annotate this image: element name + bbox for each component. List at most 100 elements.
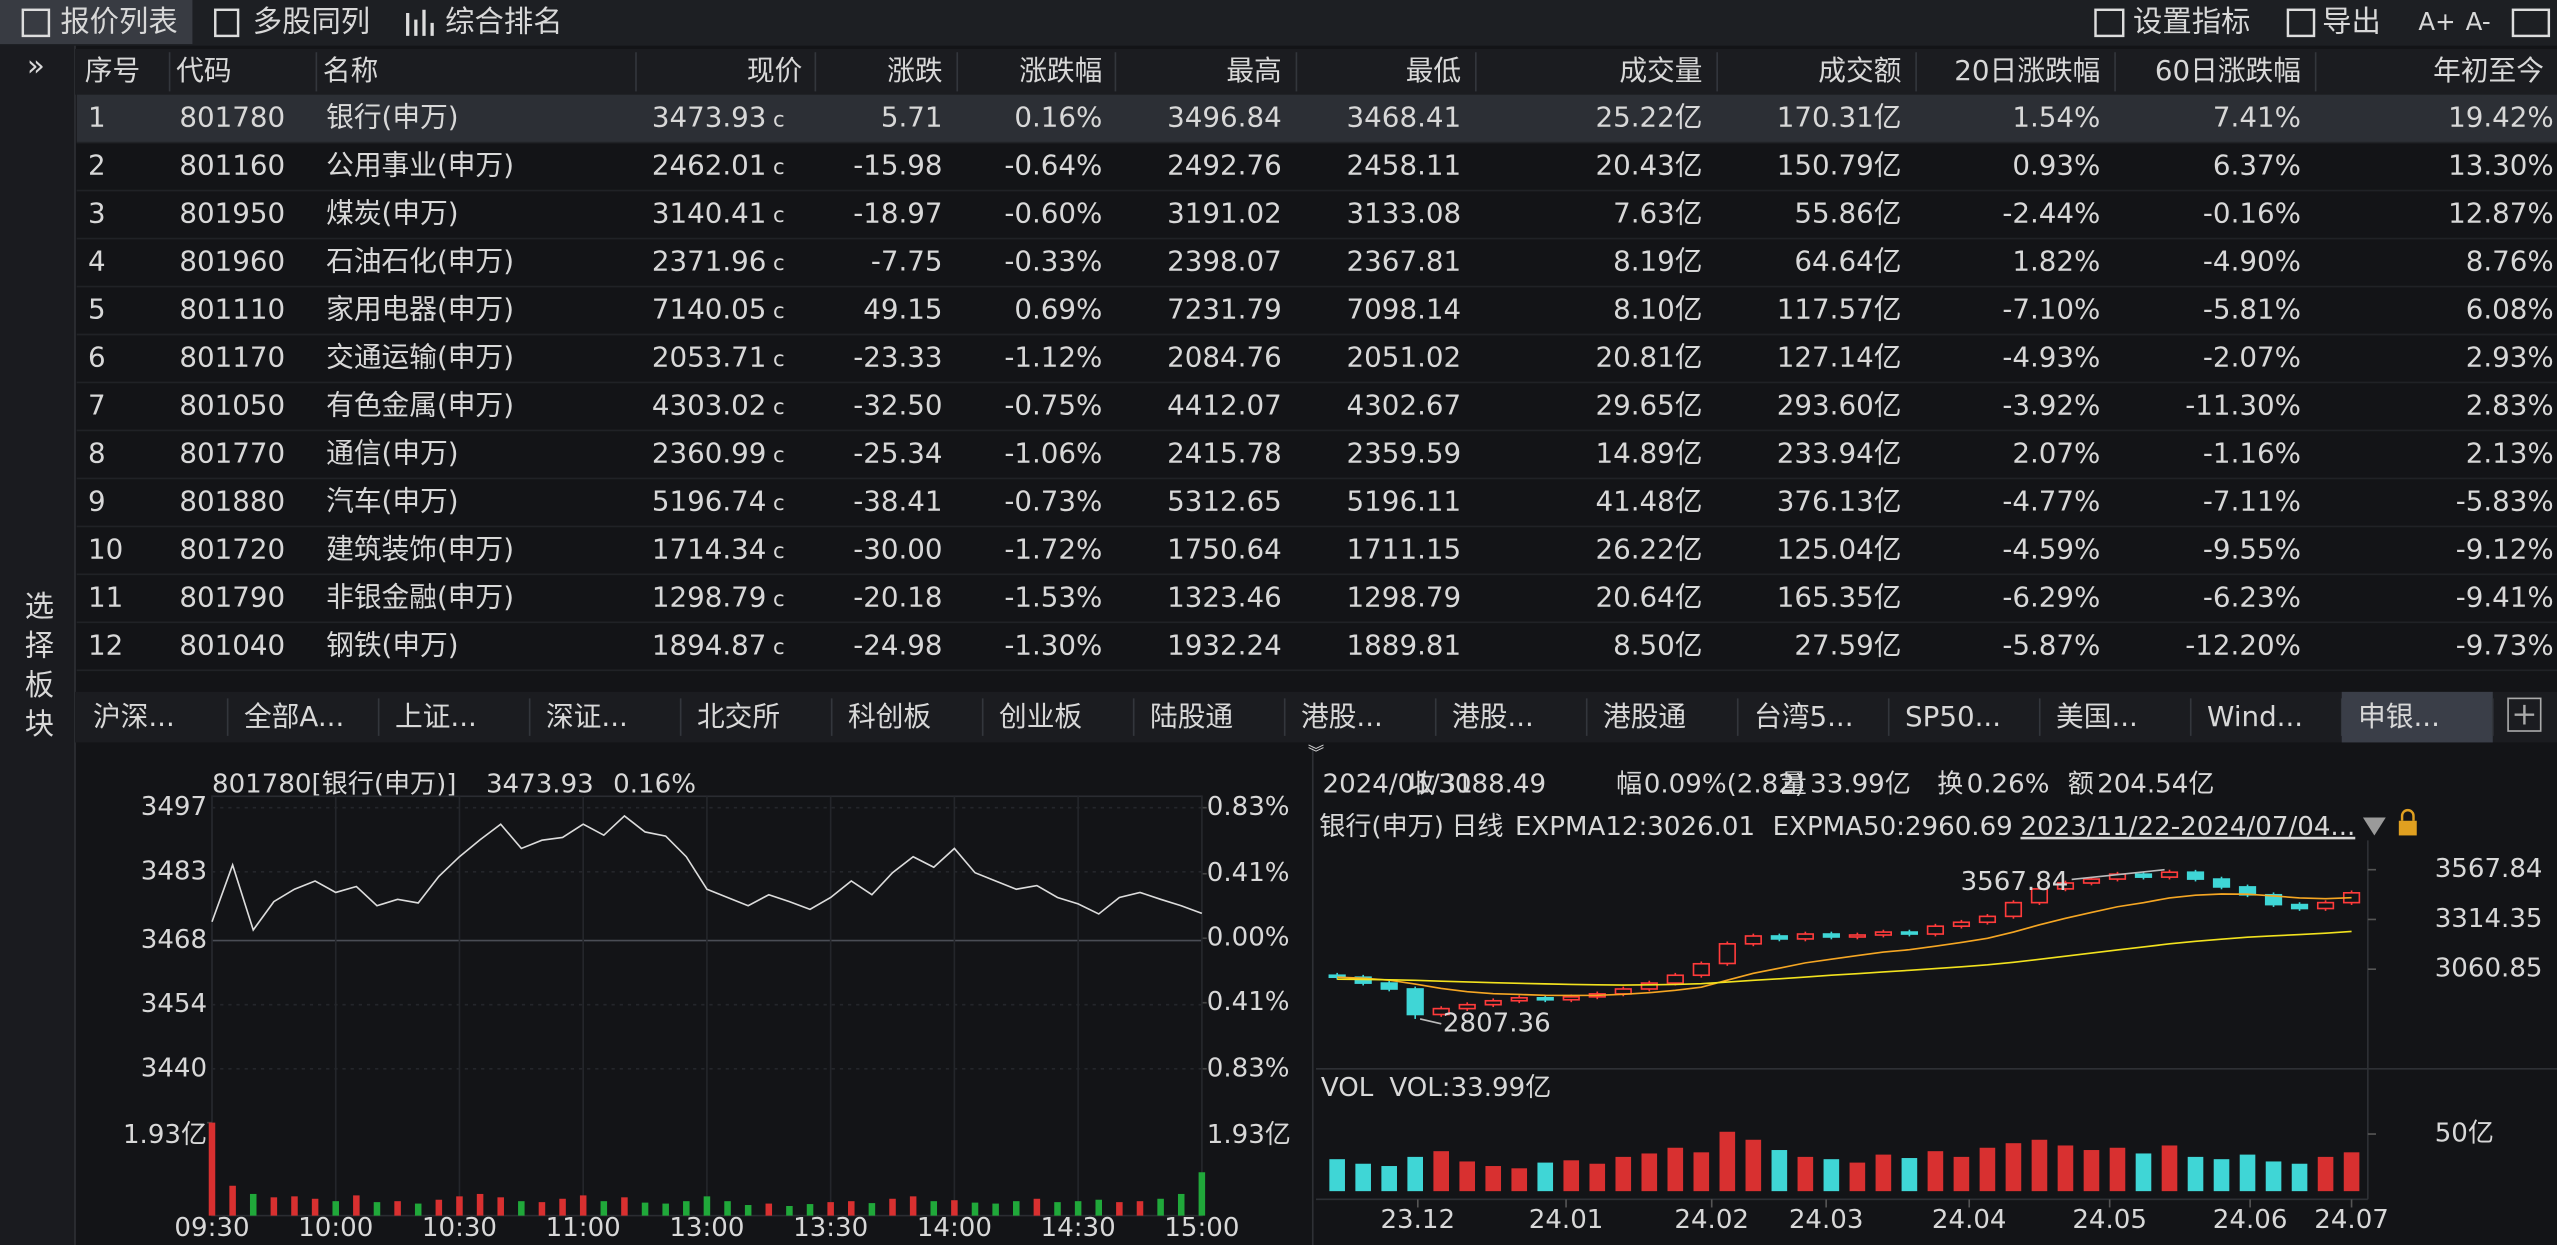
table-cell[interactable]: 20.81亿 — [1595, 340, 1702, 373]
table-cell[interactable]: -7.10% — [2002, 293, 2100, 326]
table-cell[interactable]: -2.44% — [2002, 197, 2100, 230]
table-cell[interactable]: 6.08% — [2466, 293, 2554, 326]
table-cell[interactable]: 2371.96 — [652, 245, 767, 278]
table-cell[interactable]: 2.13% — [2466, 436, 2554, 469]
table-cell[interactable]: 2.83% — [2466, 388, 2554, 421]
table-cell[interactable]: 2.93% — [2466, 340, 2554, 373]
table-cell[interactable]: 8.10亿 — [1613, 293, 1702, 326]
table-cell[interactable]: 20.43亿 — [1595, 149, 1702, 182]
table-cell[interactable]: -3.92% — [2002, 388, 2100, 421]
market-tab[interactable]: 科创板 — [848, 700, 931, 733]
table-cell[interactable]: 117.57亿 — [1777, 293, 1902, 326]
table-cell[interactable]: 9 — [88, 484, 106, 517]
lock-icon[interactable] — [2398, 820, 2417, 836]
table-cell[interactable]: 801770 — [179, 436, 285, 469]
table-cell[interactable]: 2084.76 — [1167, 340, 1282, 373]
table-cell[interactable]: 通信(申万) — [326, 436, 458, 469]
table-cell[interactable]: 0.93% — [2012, 149, 2100, 182]
table-cell[interactable]: 1323.46 — [1167, 580, 1282, 613]
column-header[interactable]: 年初至今 — [2433, 54, 2544, 87]
table-cell[interactable]: 20.64亿 — [1595, 580, 1702, 613]
table-cell[interactable]: -11.30% — [2185, 388, 2301, 421]
table-cell[interactable]: 2415.78 — [1167, 436, 1282, 469]
table-cell[interactable]: 10 — [88, 532, 123, 565]
table-cell[interactable]: -0.16% — [2203, 197, 2301, 230]
market-tab[interactable]: 创业板 — [999, 700, 1082, 733]
table-cell[interactable]: 1.54% — [2012, 101, 2100, 134]
table-cell[interactable]: 233.94亿 — [1777, 436, 1902, 469]
market-tab[interactable]: 全部A... — [244, 700, 344, 733]
table-cell[interactable]: 3191.02 — [1167, 197, 1282, 230]
table-cell[interactable]: 801780 — [179, 101, 285, 134]
table-cell[interactable]: 125.04亿 — [1777, 532, 1902, 565]
market-tab[interactable]: SP50... — [1905, 700, 2001, 733]
table-cell[interactable]: 煤炭(申万) — [326, 197, 458, 230]
toolbar-tab[interactable]: 报价列表 — [60, 4, 177, 38]
table-cell[interactable]: -25.34 — [853, 436, 942, 469]
column-header[interactable]: 成交额 — [1818, 54, 1901, 87]
column-header[interactable]: 成交量 — [1619, 54, 1702, 87]
table-cell[interactable]: 1932.24 — [1167, 628, 1282, 661]
table-cell[interactable]: -0.33% — [1004, 245, 1102, 278]
table-cell[interactable]: 3473.93 — [652, 101, 767, 134]
table-cell[interactable]: -4.90% — [2203, 245, 2301, 278]
table-cell[interactable]: 家用电器(申万) — [326, 293, 514, 326]
column-header[interactable]: 60日涨跌幅 — [2155, 54, 2301, 87]
table-cell[interactable]: 8.76% — [2466, 245, 2554, 278]
sidebar-label[interactable]: 选择板块 — [20, 591, 54, 748]
market-tab[interactable]: Wind... — [2207, 700, 2303, 733]
table-cell[interactable]: -9.55% — [2203, 532, 2301, 565]
table-cell[interactable]: 801790 — [179, 580, 285, 613]
table-cell[interactable]: -18.97 — [853, 197, 942, 230]
table-cell[interactable]: -4.77% — [2002, 484, 2100, 517]
table-cell[interactable]: 26.22亿 — [1595, 532, 1702, 565]
table-cell[interactable]: 55.86亿 — [1794, 197, 1901, 230]
table-cell[interactable]: 6 — [88, 340, 106, 373]
table-cell[interactable]: 1 — [88, 101, 106, 134]
column-header[interactable]: 最高 — [1226, 54, 1281, 87]
table-cell[interactable]: 银行(申万) — [326, 101, 458, 134]
table-cell[interactable]: 25.22亿 — [1595, 101, 1702, 134]
table-cell[interactable]: 7.41% — [2213, 101, 2301, 134]
table-cell[interactable]: 12 — [88, 628, 123, 661]
kline-range[interactable]: 2023/11/22-2024/07/04... — [2020, 812, 2355, 842]
table-cell[interactable]: 1750.64 — [1167, 532, 1282, 565]
market-tab[interactable]: 北交所 — [697, 700, 780, 733]
column-header[interactable]: 名称 — [323, 54, 378, 87]
column-header[interactable]: 涨跌 — [887, 54, 942, 87]
table-cell[interactable]: 汽车(申万) — [326, 484, 458, 517]
column-header[interactable]: 代码 — [176, 54, 231, 87]
table-cell[interactable]: 801040 — [179, 628, 285, 661]
table-cell[interactable]: 376.13亿 — [1777, 484, 1902, 517]
table-cell[interactable]: 49.15 — [863, 293, 942, 326]
table-cell[interactable]: 165.35亿 — [1777, 580, 1902, 613]
table-cell[interactable]: 4 — [88, 245, 106, 278]
table-cell[interactable]: 150.79亿 — [1777, 149, 1902, 182]
table-cell[interactable]: -23.33 — [853, 340, 942, 373]
table-cell[interactable]: 11 — [88, 580, 123, 613]
table-cell[interactable]: 1298.79 — [652, 580, 767, 613]
market-tab[interactable]: 台湾5... — [1754, 700, 1853, 733]
table-cell[interactable]: 801950 — [179, 197, 285, 230]
table-cell[interactable]: -0.75% — [1004, 388, 1102, 421]
table-cell[interactable]: 有色金属(申万) — [326, 388, 514, 421]
toolbar-tab[interactable]: 多股同列 — [253, 4, 370, 38]
table-cell[interactable]: -1.30% — [1004, 628, 1102, 661]
table-cell[interactable]: 4412.07 — [1167, 388, 1282, 421]
column-header[interactable]: 序号 — [85, 54, 140, 87]
table-cell[interactable]: -15.98 — [853, 149, 942, 182]
table-cell[interactable]: 13.30% — [2448, 149, 2554, 182]
table-cell[interactable]: -9.73% — [2456, 628, 2554, 661]
table-cell[interactable]: -7.11% — [2203, 484, 2301, 517]
table-cell[interactable]: 2051.02 — [1347, 340, 1462, 373]
table-cell[interactable]: 石油石化(申万) — [326, 245, 514, 278]
range-dropdown[interactable] — [2362, 817, 2386, 836]
toolbar-tool[interactable]: 设置指标 — [2133, 4, 2250, 38]
table-cell[interactable]: -0.73% — [1004, 484, 1102, 517]
column-header[interactable]: 最低 — [1406, 54, 1461, 87]
table-cell[interactable]: 4302.67 — [1347, 388, 1462, 421]
table-cell[interactable]: 2360.99 — [652, 436, 767, 469]
table-cell[interactable]: 801880 — [179, 484, 285, 517]
table-cell[interactable]: 3140.41 — [652, 197, 767, 230]
market-tab[interactable]: 港股... — [1301, 700, 1383, 733]
